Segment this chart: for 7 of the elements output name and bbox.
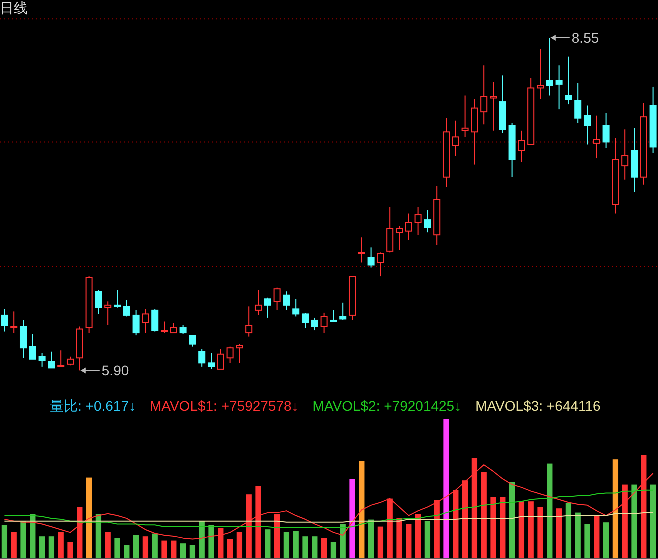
annotation: 5.90 [102,362,130,379]
text: 量比: +0.617↓ [50,398,136,414]
text: MAVOL$3: +644116 [476,398,601,414]
annotation: 8.55 [572,30,600,46]
text: MAVOL$1: +75927578↓ [150,398,299,414]
chart-title: 日线 [0,0,28,16]
text: MAVOL$2: +79201425↓ [312,398,462,414]
